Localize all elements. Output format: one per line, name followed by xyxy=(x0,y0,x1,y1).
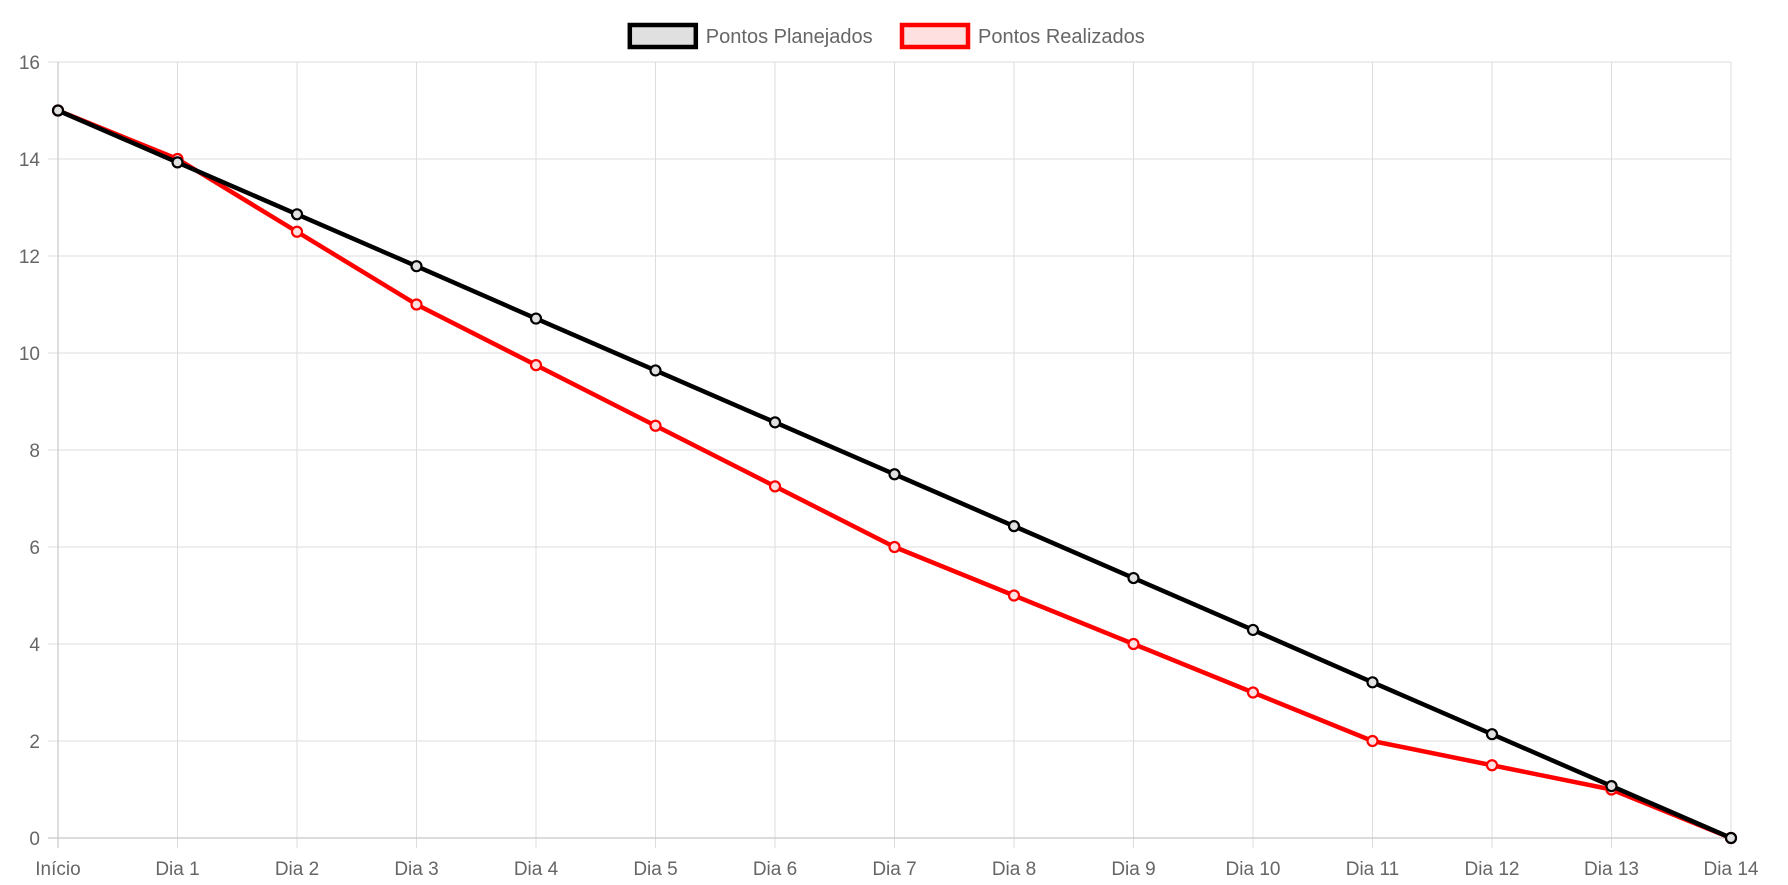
y-tick-label: 12 xyxy=(19,247,40,268)
grid xyxy=(48,61,1732,848)
axes: 0 2 4 6 8 10 12 14 16 Início Dia 1 Dia 2 Dia 3 Dia 4 D… xyxy=(19,53,1759,880)
x-tick-label: Dia 13 xyxy=(1584,859,1639,880)
data-point xyxy=(649,364,662,377)
data-point xyxy=(768,480,782,493)
data-point xyxy=(290,208,304,221)
legend-swatch xyxy=(899,22,971,50)
x-tick-label: Dia 7 xyxy=(872,859,916,880)
data-point xyxy=(888,468,901,481)
data-point xyxy=(1724,831,1738,845)
data-point xyxy=(51,104,65,117)
data-point xyxy=(649,419,662,432)
x-tick-label: Dia 1 xyxy=(155,859,199,880)
legend-item[interactable]: Pontos Planejados xyxy=(627,22,873,50)
legend-item[interactable]: Pontos Realizados xyxy=(899,22,1145,50)
x-tick-label: Dia 6 xyxy=(753,859,797,880)
data-point xyxy=(1366,734,1379,748)
y-tick-label: 10 xyxy=(19,344,40,365)
data-point xyxy=(290,225,304,238)
legend: Pontos Planejados Pontos Realizados xyxy=(627,22,1145,50)
x-tick-label: Dia 5 xyxy=(633,859,677,880)
x-tick-label: Dia 2 xyxy=(275,859,319,880)
x-tick-label: Dia 8 xyxy=(992,859,1036,880)
data-point xyxy=(1246,623,1260,637)
x-tick-label: Dia 11 xyxy=(1346,859,1400,880)
y-tick-label: 4 xyxy=(29,635,40,656)
data-point xyxy=(1127,637,1140,651)
series xyxy=(51,104,1738,845)
data-point xyxy=(171,156,184,169)
data-point xyxy=(1485,728,1499,741)
x-tick-label: Dia 12 xyxy=(1465,859,1520,880)
y-tick-label: 8 xyxy=(29,441,40,462)
x-tick-label: Dia 9 xyxy=(1111,859,1155,880)
y-tick-label: 16 xyxy=(19,53,40,74)
y-tick-label: 6 xyxy=(29,538,40,559)
x-tick-label: Dia 3 xyxy=(394,859,438,880)
x-tick-label: Início xyxy=(35,859,80,880)
x-tick-label: Dia 4 xyxy=(514,859,559,880)
data-point xyxy=(1366,676,1379,689)
x-tick-label: Dia 14 xyxy=(1704,859,1759,880)
y-tick-label: 14 xyxy=(19,150,41,171)
x-tick-label: Dia 10 xyxy=(1226,859,1281,880)
y-tick-label: 0 xyxy=(29,829,40,850)
data-point xyxy=(1605,780,1618,793)
data-point xyxy=(529,312,543,325)
legend-label: Pontos Planejados xyxy=(706,26,873,48)
data-point xyxy=(1127,571,1140,585)
legend-label: Pontos Realizados xyxy=(978,26,1145,48)
data-point xyxy=(410,298,423,311)
data-point xyxy=(1246,686,1260,699)
legend-swatch xyxy=(627,22,699,50)
data-point xyxy=(410,260,423,273)
data-point xyxy=(768,416,782,429)
data-point xyxy=(1007,520,1021,533)
data-point xyxy=(888,540,901,554)
data-point xyxy=(529,359,543,372)
data-point xyxy=(1485,759,1499,772)
y-tick-label: 2 xyxy=(29,732,40,753)
data-point xyxy=(1007,589,1021,602)
